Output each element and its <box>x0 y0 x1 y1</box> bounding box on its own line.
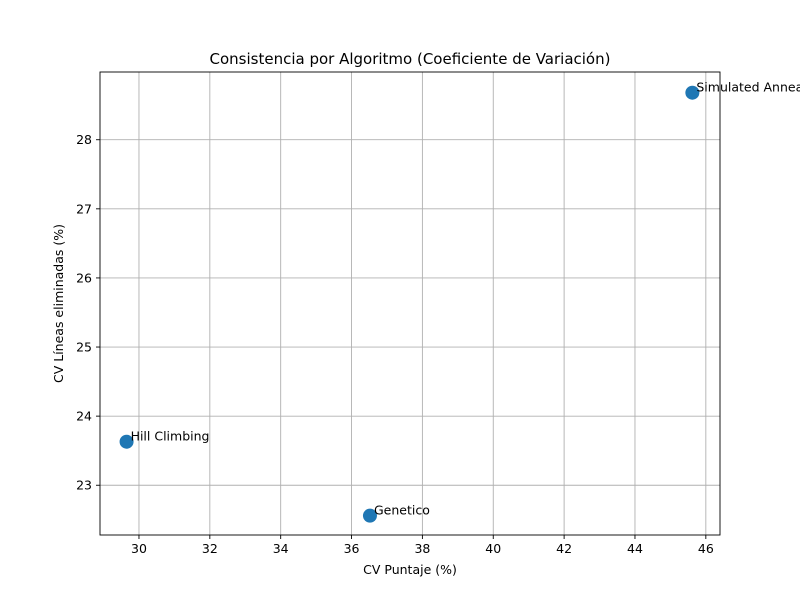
axis-ticks: 30 32 34 36 38 40 42 44 46 23 24 25 26 27 28 <box>76 132 714 556</box>
y-tick-label: 28 <box>76 132 92 147</box>
grid <box>100 72 720 535</box>
y-tick-label: 26 <box>76 270 92 285</box>
x-tick-label: 40 <box>485 541 501 556</box>
x-tick-label: 36 <box>344 541 360 556</box>
data-point <box>119 434 134 449</box>
chart-title: Consistencia por Algoritmo (Coeficiente … <box>210 50 611 68</box>
y-tick-label: 23 <box>76 478 92 493</box>
data-points: Hill Climbing Genetico Simulated Annealing <box>119 80 800 523</box>
x-tick-label: 34 <box>273 541 289 556</box>
x-tick-label: 42 <box>556 541 572 556</box>
data-point <box>685 85 700 100</box>
x-tick-label: 30 <box>131 541 147 556</box>
x-tick-label: 32 <box>202 541 218 556</box>
data-point-label: Simulated Annealing <box>696 80 800 95</box>
y-tick-label: 25 <box>76 340 92 355</box>
data-point-label: Hill Climbing <box>131 429 210 444</box>
plot-frame <box>99 71 721 536</box>
y-tick-label: 27 <box>76 201 92 216</box>
y-tick-label: 24 <box>76 409 92 424</box>
data-point-label: Genetico <box>374 503 430 518</box>
x-tick-label: 38 <box>414 541 430 556</box>
y-axis-label: CV Líneas eliminadas (%) <box>51 224 66 383</box>
x-tick-label: 46 <box>698 541 714 556</box>
x-axis-label: CV Puntaje (%) <box>363 562 457 577</box>
data-point <box>362 508 377 523</box>
x-tick-label: 44 <box>627 541 643 556</box>
